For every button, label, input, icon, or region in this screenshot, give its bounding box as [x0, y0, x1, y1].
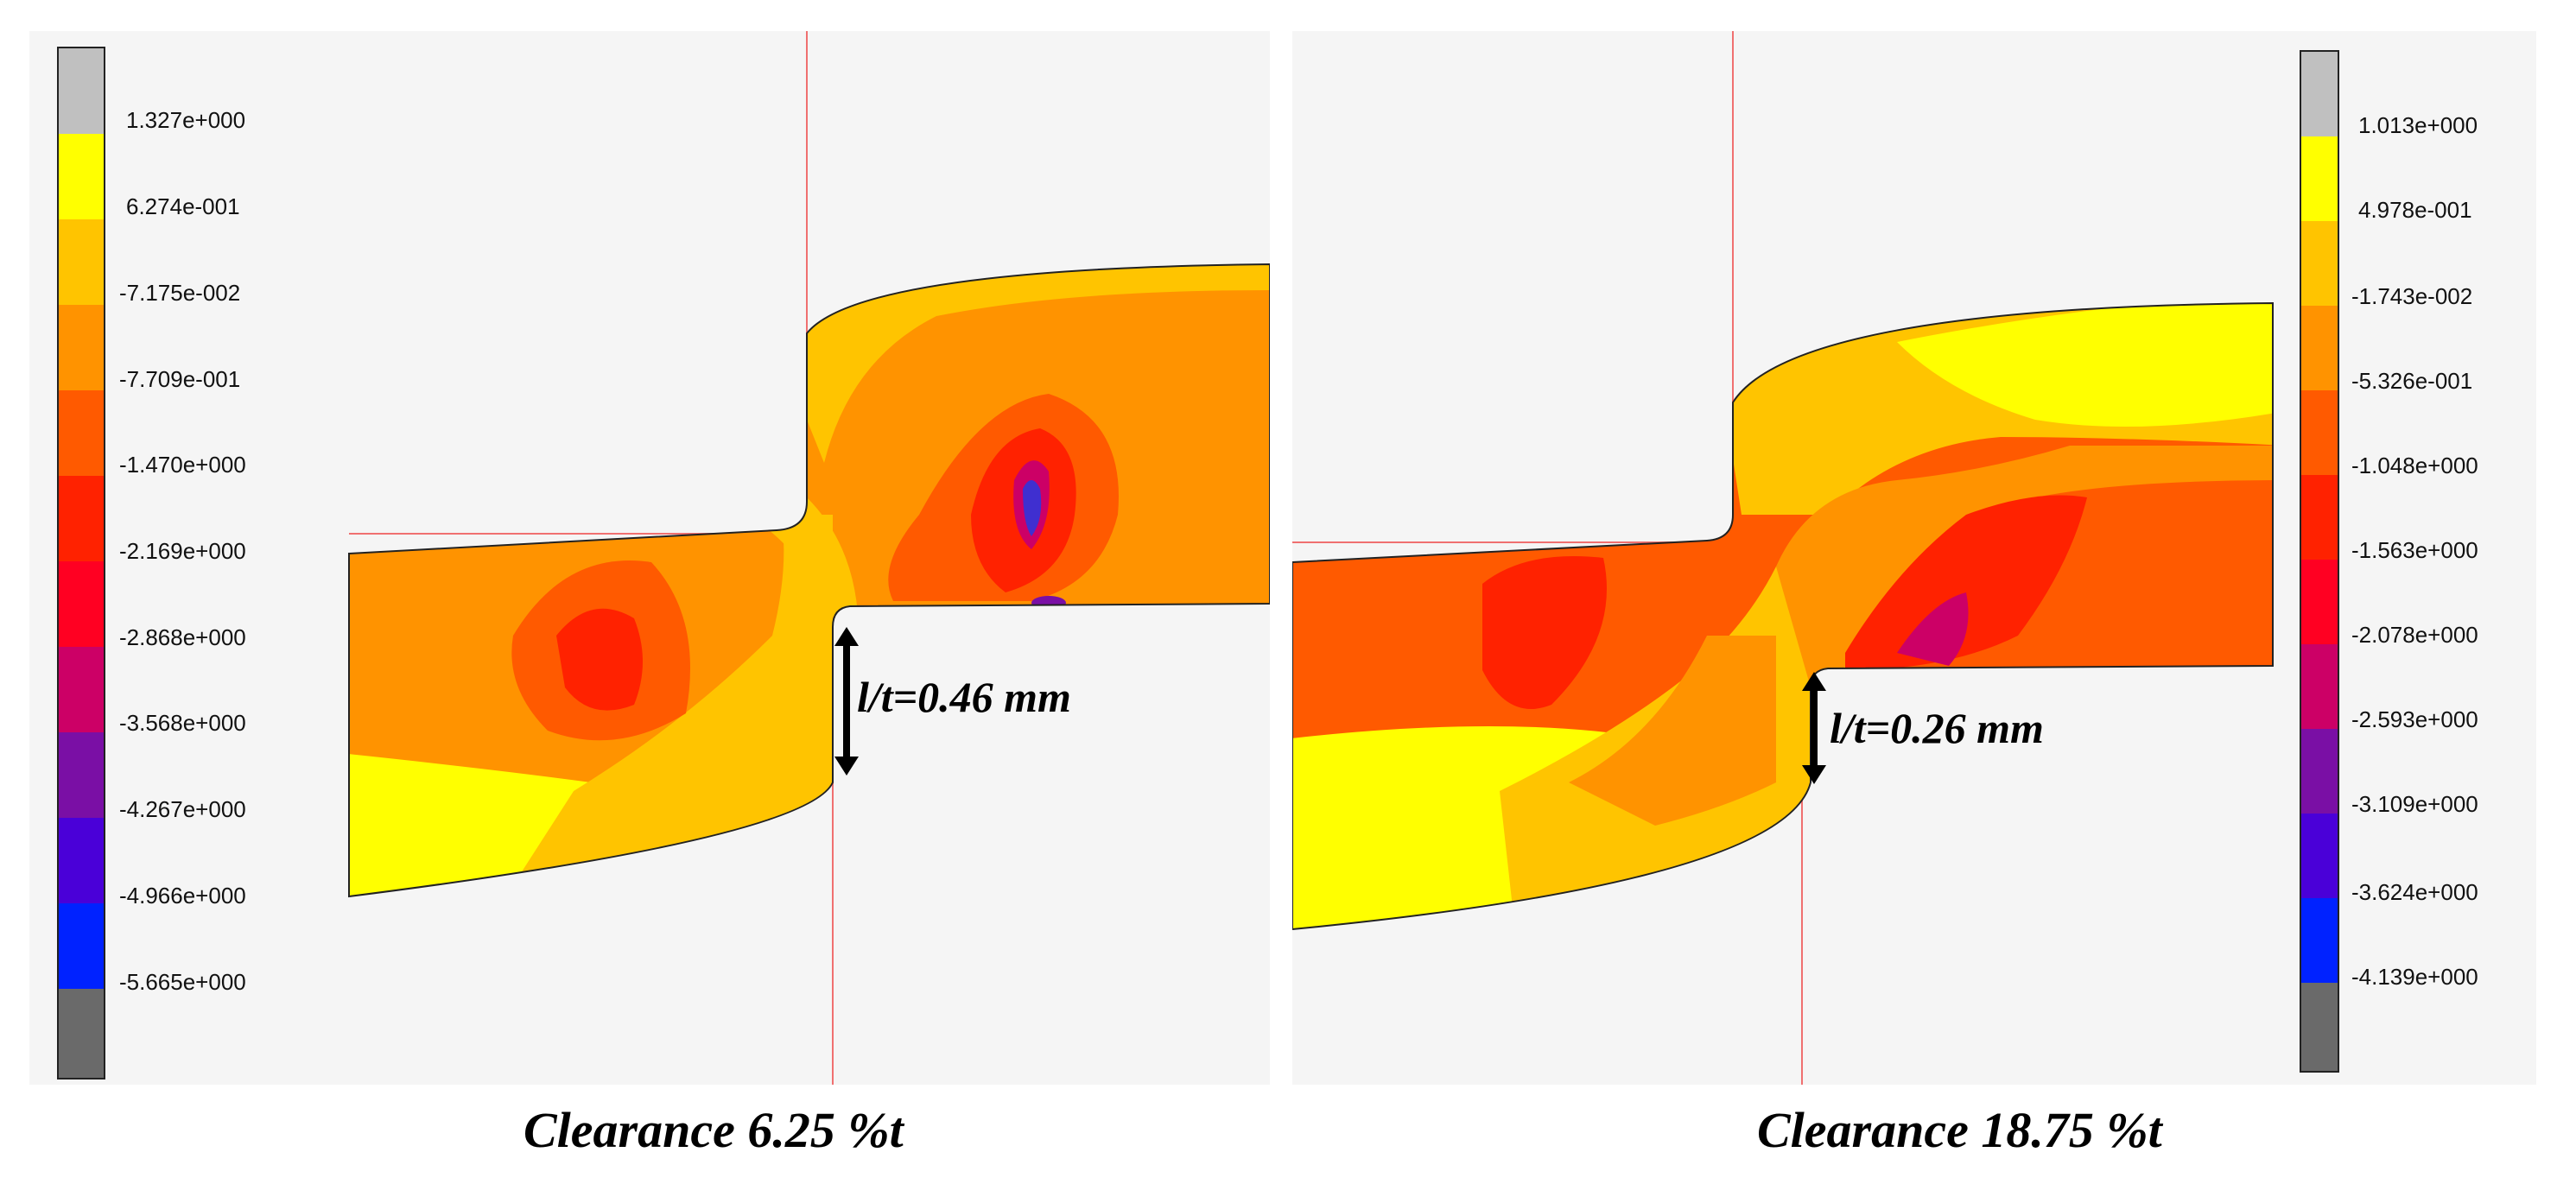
measurement-label-right: l/t=0.26 mm — [1830, 704, 2044, 752]
sheet-outline-left — [348, 263, 1270, 898]
simulation-panel-left: 1.327e+000 6.274e-001 -7.175e-002 -7.709… — [29, 31, 1270, 1085]
legend-label: -3.568e+000 — [119, 710, 246, 736]
legend-label: -5.665e+000 — [119, 969, 246, 995]
sheet-outline-right — [1292, 301, 2274, 931]
legend-label: 6.274e-001 — [126, 193, 240, 219]
legend-label: -2.078e+000 — [2351, 622, 2478, 648]
legend-label: -7.175e-002 — [119, 280, 241, 306]
legend-label: -3.624e+000 — [2351, 879, 2478, 905]
legend-label: -2.593e+000 — [2351, 706, 2478, 732]
legend-label: -5.326e-001 — [2351, 368, 2473, 394]
legend-label: -1.563e+000 — [2351, 537, 2478, 563]
measurement-arrow-left — [834, 627, 859, 776]
legend-label: -1.470e+000 — [119, 452, 246, 478]
legend-label: -2.169e+000 — [119, 538, 246, 564]
legend-colorbar-right — [2300, 50, 2339, 1073]
legend-label: -3.109e+000 — [2351, 791, 2478, 817]
legend-label: -7.709e-001 — [119, 366, 241, 392]
measurement-label-left: l/t=0.46 mm — [857, 673, 1071, 721]
legend-label: -4.966e+000 — [119, 883, 246, 909]
legend-label: 1.013e+000 — [2358, 112, 2478, 138]
legend-label: -1.048e+000 — [2351, 453, 2478, 478]
legend-label: -1.743e-002 — [2351, 283, 2473, 309]
contour-fill-right — [1292, 303, 2273, 929]
legend-label: 1.327e+000 — [126, 107, 246, 133]
legend-label: -4.267e+000 — [119, 796, 246, 822]
caption-left: Clearance 6.25 %t — [523, 1102, 904, 1158]
contour-fill-left — [349, 264, 1270, 896]
legend-label: -2.868e+000 — [119, 624, 246, 650]
stress-contour-plot-left — [348, 31, 1270, 1085]
measurement-arrow-right — [1802, 672, 1826, 784]
stress-contour-plot-right — [1292, 31, 2274, 1085]
caption-right: Clearance 18.75 %t — [1757, 1102, 2162, 1158]
legend-label: 4.978e-001 — [2358, 197, 2472, 223]
legend-label: -4.139e+000 — [2351, 964, 2478, 990]
simulation-panel-right: 1.013e+000 4.978e-001 -1.743e-002 -5.326… — [1292, 31, 2536, 1085]
legend-colorbar-left — [57, 47, 105, 1080]
